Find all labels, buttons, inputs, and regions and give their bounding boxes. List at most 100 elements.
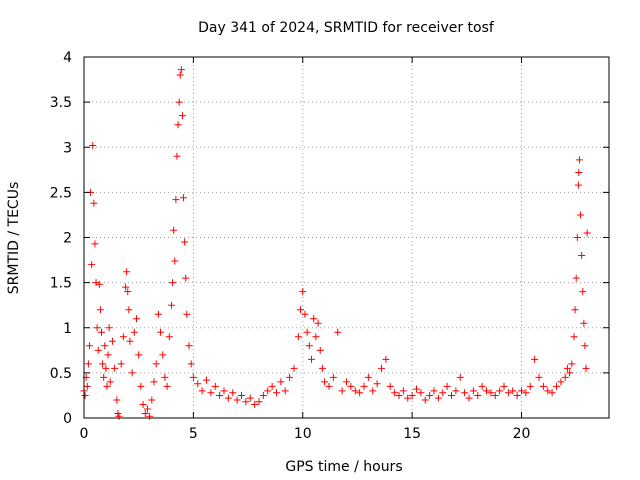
data-point <box>143 405 151 413</box>
x-tick-label: 10 <box>294 426 312 442</box>
data-point <box>578 252 586 260</box>
data-point <box>338 387 346 395</box>
data-point <box>469 387 477 395</box>
data-point <box>277 378 285 386</box>
data-point <box>170 226 178 234</box>
data-point <box>84 360 92 368</box>
data-point <box>286 373 294 381</box>
data-point <box>135 351 143 359</box>
data-point <box>85 342 93 350</box>
data-point <box>238 391 245 399</box>
data-point <box>373 380 381 388</box>
x-tick-label: 15 <box>403 426 421 442</box>
grid-lines <box>84 57 609 418</box>
data-point <box>448 391 455 399</box>
data-point <box>92 279 100 287</box>
data-point <box>251 400 259 408</box>
y-tick-label: 2.5 <box>50 185 72 201</box>
data-point <box>102 364 110 372</box>
data-point <box>106 378 114 386</box>
x-tick-label: 20 <box>513 426 531 442</box>
data-point <box>531 355 539 363</box>
data-point <box>273 389 280 397</box>
data-point <box>224 394 232 402</box>
data-point <box>526 382 534 390</box>
data-point <box>303 328 311 336</box>
data-point <box>281 387 289 395</box>
data-point <box>487 389 495 397</box>
data-point <box>124 288 132 296</box>
data-point <box>297 306 305 314</box>
data-point <box>360 382 368 390</box>
data-point <box>172 196 180 204</box>
data-point <box>571 306 579 314</box>
data-point <box>364 373 372 381</box>
data-point <box>216 391 224 399</box>
data-point <box>130 328 138 336</box>
data-point <box>99 360 107 368</box>
data-point <box>544 387 552 395</box>
data-point <box>194 380 202 388</box>
y-tick-label: 3 <box>63 140 72 156</box>
data-point <box>91 240 99 248</box>
data-point <box>575 169 583 177</box>
data-point <box>95 280 103 288</box>
data-point <box>146 412 154 420</box>
data-point <box>255 398 263 406</box>
data-point <box>351 387 359 395</box>
data-point <box>321 378 329 386</box>
data-point <box>165 333 173 341</box>
y-axis-label: SRMTID / TECUs <box>6 182 22 295</box>
data-point <box>157 328 165 336</box>
data-point <box>203 376 210 384</box>
data-point <box>417 389 425 397</box>
data-point <box>161 373 169 381</box>
data-point <box>329 373 337 381</box>
data-point <box>483 387 490 395</box>
data-point <box>117 360 125 368</box>
data-point <box>220 387 228 395</box>
data-point <box>408 391 416 399</box>
data-point <box>478 382 486 390</box>
data-point <box>386 382 394 390</box>
data-point <box>395 391 403 399</box>
data-point <box>579 288 587 296</box>
data-point <box>115 412 123 420</box>
data-point <box>233 396 241 404</box>
data-point <box>513 391 521 399</box>
data-point <box>137 382 145 390</box>
data-point <box>125 306 133 314</box>
data-point <box>177 66 185 74</box>
data-point <box>369 387 377 395</box>
data-point <box>314 319 322 327</box>
data-point <box>169 279 177 287</box>
data-point <box>123 268 131 276</box>
data-point <box>563 364 571 372</box>
data-point <box>421 396 429 404</box>
data-point <box>229 389 237 397</box>
data-point <box>573 234 581 241</box>
data-point <box>325 382 333 390</box>
data-point <box>574 181 582 189</box>
data-point <box>305 342 313 350</box>
data-point <box>198 387 206 395</box>
data-point <box>96 306 104 314</box>
data-point <box>312 333 320 341</box>
data-point <box>211 382 219 390</box>
data-point <box>290 364 298 372</box>
y-tick-label: 1 <box>63 321 72 337</box>
data-point <box>100 373 108 381</box>
data-point <box>242 398 250 406</box>
data-point <box>178 112 186 120</box>
data-point <box>500 382 508 390</box>
x-axis-label: GPS time / hours <box>285 459 402 475</box>
data-point <box>187 360 195 368</box>
data-point <box>268 382 276 390</box>
data-point <box>456 373 464 381</box>
data-point <box>404 394 412 402</box>
data-point <box>163 382 171 390</box>
data-point <box>310 315 318 323</box>
data-point <box>104 351 112 359</box>
data-point <box>308 355 315 363</box>
